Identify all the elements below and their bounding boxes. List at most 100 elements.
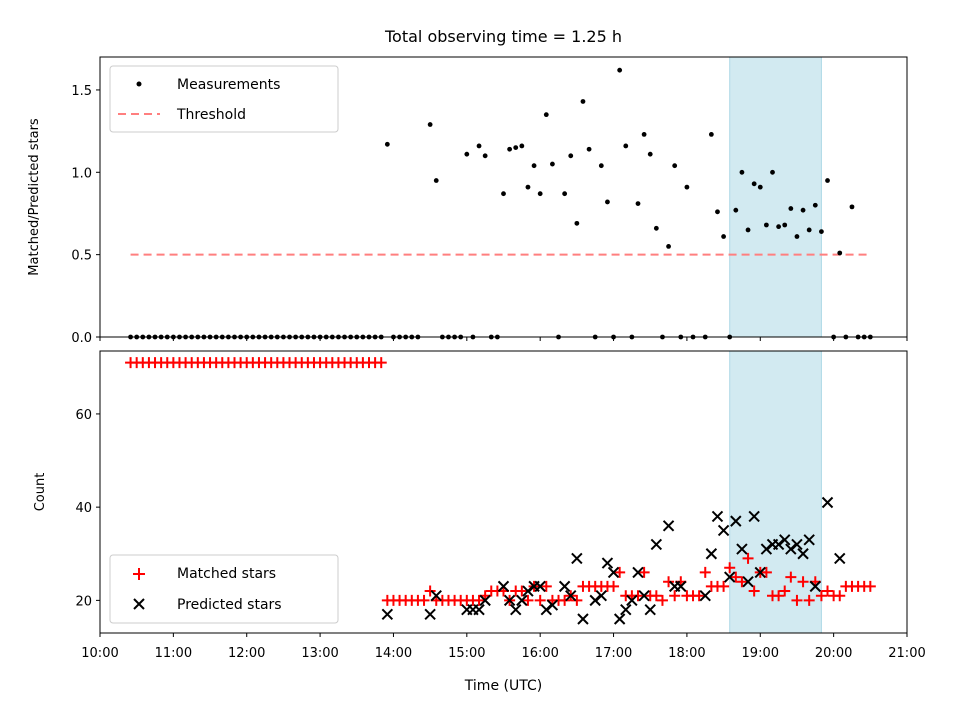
x-axis-label: Time (UTC) [464,678,542,694]
measurement-point [427,122,433,127]
predicted-star-point [760,543,773,555]
matched-star-point [815,590,827,602]
top-x-axis-ticks [99,337,908,341]
measurement-point [513,145,519,150]
matched-star-point [559,594,571,606]
x-tick-label: 12:00 [228,646,265,661]
top-axes-frame [99,56,908,338]
measurement-point [543,112,549,118]
predicted-legend-marker [133,598,145,610]
x-tick-label: 17:00 [595,646,632,661]
bottom-axes-frame [99,350,908,634]
measurement-point [812,202,818,208]
measurement-point [598,163,604,169]
measurement-point [849,204,855,210]
bottom-y-axis-ticks: 20 40 60 [75,408,100,609]
predicted-star-point [565,590,577,602]
measurement-point [531,163,537,169]
measurement-point [617,67,623,73]
top-highlight-span [729,56,822,338]
predicted-star-point [558,580,571,593]
top-panel: 0.0 0.5 1.0 1.5 Matched/Predicted stars Mea… [27,56,908,346]
matched-star-point [571,594,583,606]
measurements-legend-label: Measurements [177,77,280,93]
predicted-star-point [772,538,785,551]
predicted-star-point [797,548,809,560]
measurement-point [635,201,641,206]
top-y-axis-ticks: 0.0 0.5 1.0 1.5 [71,84,100,346]
matched-star-point [614,566,626,578]
predicted-star-point [589,594,601,607]
matched-star-point [864,580,876,592]
bottom-panel: 20 40 60 10:00 11:00 12:00 13:00 14:00 15:00 16:… [33,350,926,694]
predicted-star-point [430,590,442,602]
measurement-point [708,132,714,137]
matched-star-point [669,590,681,602]
predicted-star-point [510,603,522,616]
predicted-star-point [736,543,748,555]
matched-star-point [760,566,772,578]
predicted-star-point [809,580,822,593]
x-tick-label: 11:00 [155,646,192,661]
x-tick-label: 18:00 [668,646,705,661]
matched-star-point [822,585,834,597]
predicted-star-point [534,580,546,593]
measurement-point [800,207,806,213]
predicted-star-point [571,552,583,565]
predicted-star-point [424,608,436,621]
measurement-point [507,146,513,152]
bottom-y-tick-label: 40 [75,501,92,516]
predicted-star-point [503,594,516,607]
matched-star-point [742,552,754,564]
measurement-point [770,169,775,175]
predicted-star-point [675,580,687,593]
matched-star-point [522,594,534,606]
predicted-star-point [632,566,644,579]
matched-star-point [834,590,846,602]
predicted-star-point [638,590,650,602]
matched-stars-points [125,357,876,606]
matched-star-point [424,585,436,597]
matched-star-point [516,585,528,597]
bottom-y-axis-label: Count [33,473,48,512]
measurement-point [837,250,843,256]
matched-star-point [773,590,785,602]
measurement-point [751,181,757,187]
bottom-legend: Matched stars Predicted stars [109,554,339,624]
bottom-y-tick-label: 60 [75,408,92,423]
matched-star-point [718,580,730,592]
predicted-star-point [754,566,766,579]
measurement-point [574,220,580,226]
predicted-star-point [613,613,626,625]
predicted-star-point [699,590,711,602]
predicted-star-point [601,557,614,569]
predicted-star-point [497,580,510,593]
measurement-point [623,143,629,149]
matched-star-point [730,571,742,583]
bottom-x-axis-ticks: 10:00 11:00 12:00 13:00 14:00 15:00 16:00 17:00… [81,633,926,661]
predicted-star-point [662,520,675,532]
top-y-tick-label: 0.0 [71,331,92,346]
top-y-axis-label: Matched/Predicted stars [27,118,42,276]
predicted-star-point [626,594,638,607]
predicted-star-point [620,603,632,616]
matched-star-point [699,566,711,578]
measurement-point [647,151,653,157]
predicted-stars-points [381,496,846,625]
matched-star-point [724,562,736,574]
predicted-star-point [791,538,803,551]
predicted-star-point [717,524,730,537]
predicted-star-point [779,534,791,546]
matched-star-point [791,594,803,606]
predicted-star-point [644,603,656,616]
matched-star-point [663,576,675,588]
measurement-point [550,161,555,167]
measurement-point [525,184,531,190]
predicted-star-point [742,576,754,588]
matched-star-point [638,566,650,578]
matched-star-point [736,576,748,588]
matched-star-point [797,576,809,588]
measurement-point [684,184,690,190]
matched-star-point [608,580,620,592]
